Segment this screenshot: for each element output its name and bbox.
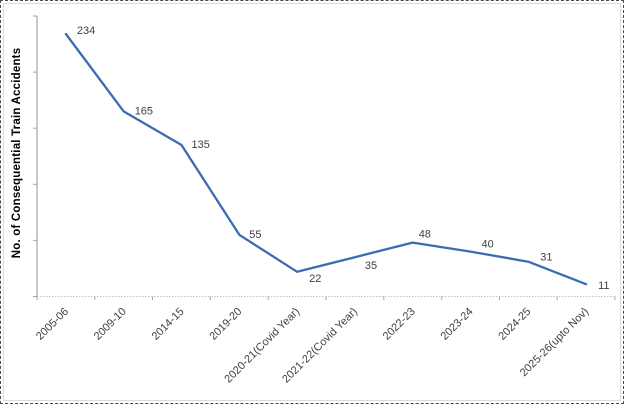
x-tick-label: 2024-25 [496,306,533,343]
y-axis-title: No. of Consequential Train Accidents [11,47,23,259]
data-label: 234 [77,25,95,37]
data-label: 35 [365,260,377,272]
x-tick-label: 2022-23 [381,306,418,343]
x-tick-label: 2014-15 [150,306,187,343]
x-tick-label: 2005-06 [34,306,71,343]
data-series-line [64,32,588,286]
data-label: 48 [419,229,431,241]
data-label: 11 [598,280,609,292]
x-tick-label: 2023-24 [439,306,476,343]
data-label: 55 [249,229,261,241]
x-tick-label: 2009-10 [92,306,129,343]
data-label: 135 [192,139,210,151]
data-label: 40 [482,239,494,251]
data-label: 22 [309,273,321,285]
data-label: 31 [540,252,552,264]
x-tick-label: 2019-20 [207,306,244,343]
data-label: 165 [135,105,153,117]
